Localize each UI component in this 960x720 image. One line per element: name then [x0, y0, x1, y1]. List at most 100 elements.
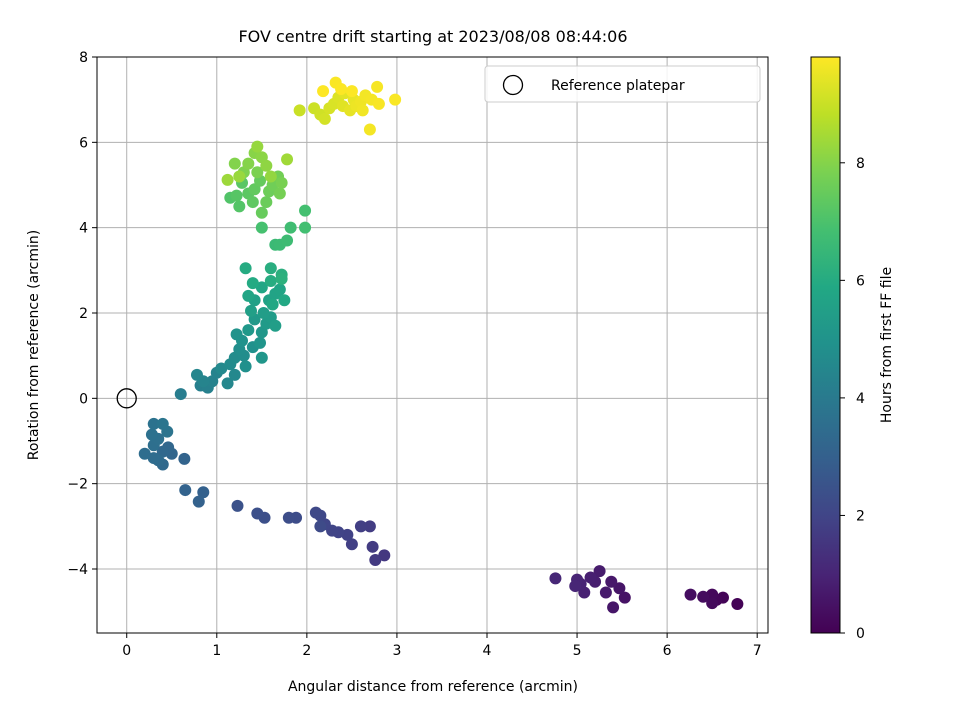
- data-point: [607, 601, 620, 614]
- data-point: [230, 189, 243, 202]
- data-point: [230, 328, 243, 341]
- data-point: [174, 388, 187, 401]
- y-axis-label: Rotation from reference (arcmin): [26, 230, 42, 460]
- data-point: [190, 368, 203, 381]
- x-tick-label: 7: [753, 643, 762, 659]
- data-point: [605, 575, 618, 588]
- data-point: [569, 580, 582, 593]
- data-point: [363, 520, 376, 533]
- data-point: [242, 289, 255, 302]
- x-tick-label: 6: [663, 643, 672, 659]
- data-point: [251, 140, 264, 153]
- grid: [97, 56, 768, 633]
- y-tick-label: 4: [79, 221, 88, 237]
- data-point: [254, 336, 267, 349]
- data-point: [549, 572, 562, 585]
- data-point: [255, 351, 268, 364]
- data-point: [389, 93, 402, 106]
- data-point: [233, 200, 246, 213]
- data-point: [242, 324, 255, 337]
- data-point: [684, 588, 697, 601]
- data-point: [264, 275, 277, 287]
- x-tick-label: 0: [122, 643, 131, 659]
- data-point: [354, 520, 367, 533]
- data-point: [299, 204, 312, 217]
- y-axis: −4 −2 0 2 4 6 8: [67, 50, 97, 578]
- x-tick-label: 1: [212, 643, 221, 659]
- colorbar-tick-label: 8: [856, 156, 865, 172]
- colorbar: 0 2 4 6 8 Hours from first FF file: [810, 56, 895, 642]
- x-tick-label: 3: [392, 643, 401, 659]
- colorbar-tick-label: 6: [856, 273, 865, 289]
- data-point: [731, 597, 744, 610]
- data-point: [264, 170, 277, 183]
- reference-point: [116, 388, 137, 409]
- data-point: [706, 588, 719, 601]
- data-point: [228, 157, 241, 170]
- plot-frame: [96, 56, 769, 634]
- y-tick-label: −4: [67, 562, 88, 578]
- data-point: [278, 294, 291, 307]
- data-point: [293, 104, 306, 117]
- data-point: [233, 170, 246, 183]
- legend-label: Reference platepar: [551, 78, 685, 94]
- data-point: [147, 417, 160, 430]
- data-point: [341, 528, 354, 541]
- data-point: [192, 495, 205, 508]
- data-point: [260, 196, 273, 209]
- x-tick-label: 5: [573, 643, 582, 659]
- data-point: [246, 196, 259, 209]
- x-tick-label: 2: [302, 643, 311, 659]
- reference-marker-group: [116, 388, 137, 409]
- data-point: [266, 298, 279, 311]
- data-point: [221, 173, 234, 186]
- data-point: [378, 549, 391, 562]
- data-point: [248, 183, 261, 196]
- chart-title: FOV centre drift starting at 2023/08/08 …: [238, 27, 627, 46]
- data-point: [138, 447, 151, 460]
- data-point: [239, 262, 252, 275]
- data-point: [275, 272, 288, 285]
- data-point: [260, 159, 273, 172]
- scatter-points: [138, 76, 744, 614]
- data-point: [356, 104, 369, 117]
- data-point: [251, 166, 264, 179]
- legend-reference-icon: [502, 74, 524, 96]
- data-point: [335, 83, 348, 95]
- data-point: [613, 582, 626, 595]
- data-point: [369, 554, 382, 567]
- colorbar-tick-label: 0: [856, 626, 865, 642]
- data-point: [317, 85, 330, 98]
- data-point: [231, 499, 244, 512]
- data-point: [309, 506, 322, 519]
- colorbar-gradient: [810, 56, 841, 634]
- y-tick-label: 8: [79, 50, 88, 66]
- data-point: [147, 452, 160, 465]
- y-tick-label: 6: [79, 135, 88, 151]
- data-point: [284, 221, 297, 234]
- data-point: [246, 277, 259, 290]
- data-point: [255, 206, 268, 219]
- data-point: [215, 362, 228, 375]
- data-point: [281, 234, 294, 247]
- data-point: [228, 368, 241, 381]
- data-point: [275, 176, 288, 189]
- x-axis-label: Angular distance from reference (arcmin): [288, 679, 578, 695]
- x-tick-label: 4: [483, 643, 492, 659]
- data-point: [584, 571, 597, 584]
- data-point: [178, 452, 191, 465]
- colorbar-ticks: 0 2 4 6 8: [840, 156, 865, 642]
- data-point: [618, 591, 631, 604]
- data-point: [179, 484, 192, 497]
- data-point: [264, 262, 277, 275]
- data-point: [281, 153, 294, 166]
- colorbar-label: Hours from first FF file: [879, 267, 895, 423]
- legend: Reference platepar: [484, 65, 761, 103]
- y-tick-label: 0: [79, 391, 88, 407]
- data-point: [245, 304, 258, 317]
- data-point: [372, 97, 385, 110]
- data-point: [363, 123, 376, 136]
- data-point: [299, 221, 312, 234]
- data-point: [242, 157, 255, 170]
